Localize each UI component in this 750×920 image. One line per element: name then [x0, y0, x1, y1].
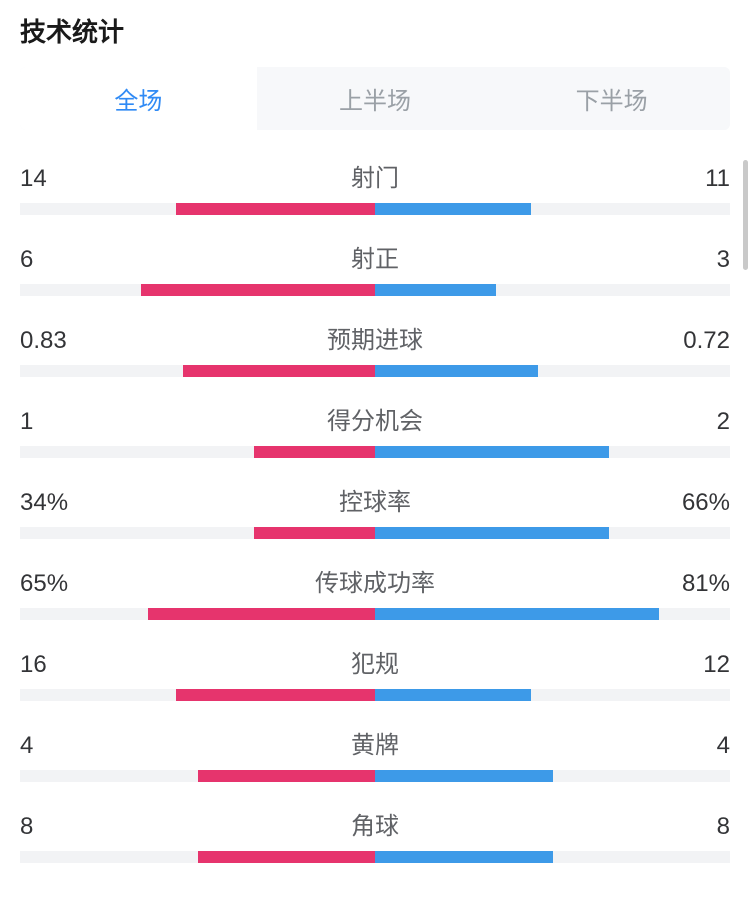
stat-bar-right [375, 446, 609, 458]
stat-bar-track [20, 203, 730, 215]
stat-right-value: 3 [670, 246, 730, 274]
stat-left-value: 16 [20, 651, 80, 679]
stat-bar-left [254, 446, 375, 458]
stat-left-value: 6 [20, 246, 80, 274]
stat-bar-left [176, 689, 375, 701]
period-tabs: 全场上半场下半场 [20, 67, 730, 130]
stat-left-value: 34% [20, 489, 80, 517]
stat-right-value: 12 [670, 651, 730, 679]
stat-bar-track [20, 608, 730, 620]
stat-label: 预期进球 [80, 320, 670, 355]
stat-row: 4黄牌4 [20, 701, 730, 782]
stat-bar-track [20, 365, 730, 377]
stat-right-value: 11 [670, 165, 730, 193]
stat-label: 得分机会 [80, 401, 670, 436]
stat-label: 角球 [80, 806, 670, 841]
stat-bar-right [375, 770, 553, 782]
stat-right-value: 81% [670, 570, 730, 598]
stat-row: 0.83预期进球0.72 [20, 296, 730, 377]
stat-header: 14射门11 [20, 158, 730, 193]
page-title: 技术统计 [0, 12, 750, 67]
stat-header: 1得分机会2 [20, 401, 730, 436]
stat-left-value: 0.83 [20, 327, 80, 355]
stat-header: 0.83预期进球0.72 [20, 320, 730, 355]
stat-label: 射正 [80, 239, 670, 274]
stat-row: 34%控球率66% [20, 458, 730, 539]
tab-2[interactable]: 下半场 [493, 67, 730, 130]
stat-header: 6射正3 [20, 239, 730, 274]
stat-bar-left [176, 203, 375, 215]
stat-bar-right [375, 365, 538, 377]
stat-bar-left [198, 851, 376, 863]
stat-right-value: 8 [670, 813, 730, 841]
stat-left-value: 1 [20, 408, 80, 436]
stat-row: 16犯规12 [20, 620, 730, 701]
stat-bar-right [375, 851, 553, 863]
stat-row: 14射门11 [20, 134, 730, 215]
stat-bar-left [141, 284, 375, 296]
stat-bar-right [375, 689, 531, 701]
stat-left-value: 4 [20, 732, 80, 760]
stats-panel: 技术统计 全场上半场下半场 14射门116射正30.83预期进球0.721得分机… [0, 0, 750, 863]
stat-row: 65%传球成功率81% [20, 539, 730, 620]
stat-right-value: 66% [670, 489, 730, 517]
stat-left-value: 65% [20, 570, 80, 598]
stat-row: 1得分机会2 [20, 377, 730, 458]
stat-bar-right [375, 527, 609, 539]
stat-label: 射门 [80, 158, 670, 193]
stat-bar-track [20, 770, 730, 782]
stat-label: 传球成功率 [80, 563, 670, 598]
stat-bar-left [183, 365, 375, 377]
stat-bar-track [20, 284, 730, 296]
stat-left-value: 14 [20, 165, 80, 193]
stat-bar-left [198, 770, 376, 782]
scrollbar-thumb[interactable] [743, 160, 748, 270]
stats-list: 14射门116射正30.83预期进球0.721得分机会234%控球率66%65%… [0, 134, 750, 863]
stat-header: 8角球8 [20, 806, 730, 841]
stat-row: 8角球8 [20, 782, 730, 863]
stat-header: 65%传球成功率81% [20, 563, 730, 598]
stat-left-value: 8 [20, 813, 80, 841]
stat-bar-right [375, 284, 496, 296]
stat-bar-right [375, 608, 659, 620]
stat-bar-track [20, 851, 730, 863]
stat-label: 犯规 [80, 644, 670, 679]
stat-header: 34%控球率66% [20, 482, 730, 517]
stat-bar-track [20, 689, 730, 701]
stat-bar-track [20, 527, 730, 539]
tab-1[interactable]: 上半场 [257, 67, 494, 130]
stat-bar-track [20, 446, 730, 458]
stat-bar-left [148, 608, 375, 620]
stat-bar-right [375, 203, 531, 215]
stat-bar-left [254, 527, 375, 539]
tab-0[interactable]: 全场 [20, 67, 257, 130]
stat-label: 控球率 [80, 482, 670, 517]
stat-label: 黄牌 [80, 725, 670, 760]
stat-header: 4黄牌4 [20, 725, 730, 760]
stat-right-value: 0.72 [670, 327, 730, 355]
stat-row: 6射正3 [20, 215, 730, 296]
stat-header: 16犯规12 [20, 644, 730, 679]
stat-right-value: 2 [670, 408, 730, 436]
stat-right-value: 4 [670, 732, 730, 760]
